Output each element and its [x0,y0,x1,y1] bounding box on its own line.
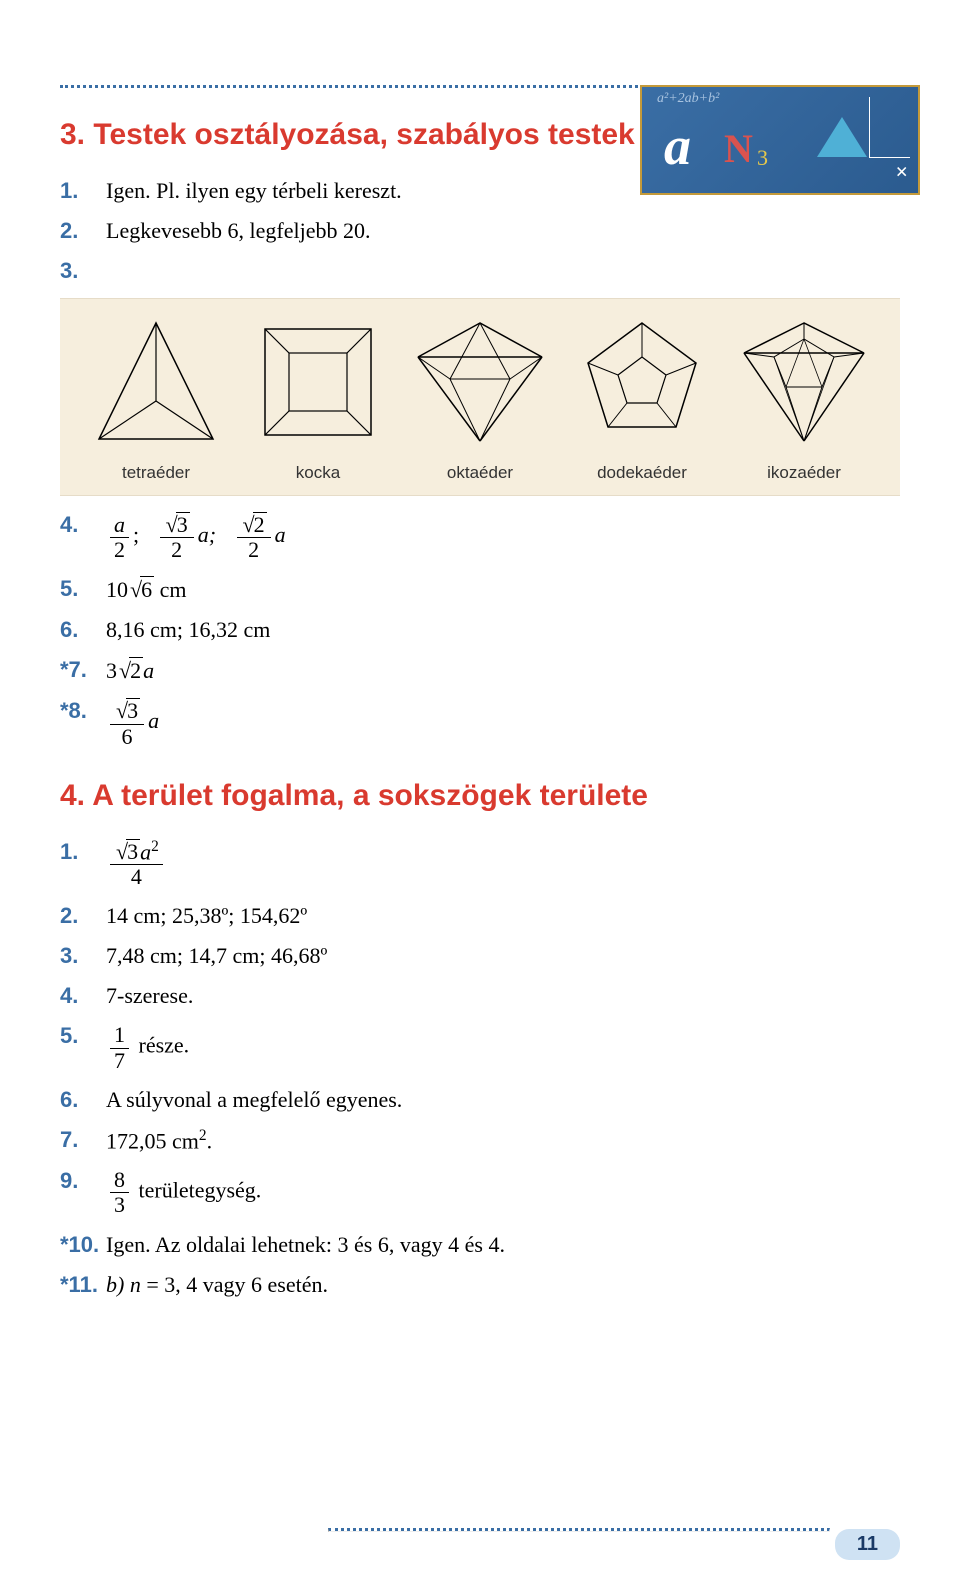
item-number: *11. [60,1272,106,1298]
item-number: 4. [60,512,106,538]
item-number: 9. [60,1168,106,1194]
item-math: 83 területegység. [106,1168,261,1217]
shape-octahedron: oktaéder [404,317,556,483]
s4-item4: 4. 7-szerese. [60,983,900,1009]
item-math: 3a2 4 [106,839,167,890]
item-math: 106 cm [106,576,186,603]
banner-sub3: 3 [757,145,768,171]
shape-label: oktaéder [404,463,556,483]
item-number: 6. [60,1087,106,1113]
s4-item9: 9. 83 területegység. [60,1168,900,1217]
s3-item5: 5. 106 cm [60,576,900,603]
page-number: 11 [835,1529,900,1560]
s3-item6: 6. 8,16 cm; 16,32 cm [60,617,900,643]
item-math: 36a [106,698,159,748]
banner-axes-icon [869,97,910,158]
item-number: 3. [60,258,106,284]
s4-item1: 1. 3a2 4 [60,839,900,890]
shape-cube: kocka [242,317,394,483]
item-number: 7. [60,1127,106,1153]
item-text: 172,05 cm2. [106,1127,212,1154]
item-number: 4. [60,983,106,1009]
banner-formula: a²+2ab+b² [657,91,719,107]
s3-item2: 2. Legkevesebb 6, legfeljebb 20. [60,218,900,244]
shape-dodecahedron: dodekaéder [566,317,718,483]
item-text: 8,16 cm; 16,32 cm [106,617,270,643]
item-text: 7,48 cm; 14,7 cm; 46,68º [106,943,327,969]
item-number: 2. [60,903,106,929]
item-number: 5. [60,1023,106,1049]
s4-item2: 2. 14 cm; 25,38º; 154,62º [60,903,900,929]
item-number: *10. [60,1232,106,1258]
shape-label: tetraéder [80,463,232,483]
section4-title: 4. A terület fogalma, a sokszögek terüle… [60,779,900,813]
shape-label: dodekaéder [566,463,718,483]
item-number: 1. [60,839,106,865]
platonic-solids-diagram: tetraéder kocka [60,298,900,496]
item-text: b) n = 3, 4 vagy 6 esetén. [106,1272,328,1298]
shape-tetrahedron: tetraéder [80,317,232,483]
item-number: 3. [60,943,106,969]
shape-icosahedron: ikozaéder [728,317,880,483]
bottom-dotted-rule [328,1528,830,1532]
item-number: 5. [60,576,106,602]
tetrahedron-icon [91,317,221,447]
s4-item3: 3. 7,48 cm; 14,7 cm; 46,68º [60,943,900,969]
s3-item4: 4. a2; 32a; 22a [60,512,900,562]
shape-label: ikozaéder [728,463,880,483]
item-text: 14 cm; 25,38º; 154,62º [106,903,307,929]
shape-label: kocka [242,463,394,483]
item-number: *7. [60,657,106,683]
s3-item7: *7. 32a [60,657,900,684]
banner-letter-n: N [724,125,753,172]
s4-item10: *10. Igen. Az oldalai lehetnek: 3 és 6, … [60,1232,900,1258]
icosahedron-icon [734,317,874,447]
banner-x-icon: × [895,159,908,185]
item-math: 32a [106,657,154,684]
item-math: a2; 32a; 22a [106,512,286,562]
item-number: *8. [60,698,106,724]
page: a²+2ab+b² a N 3 × 3. Testek osztályozása… [0,85,960,1590]
item-math: 17 része. [106,1023,189,1072]
s4-item5: 5. 17 része. [60,1023,900,1072]
item-number: 1. [60,178,106,204]
item-text: 7-szerese. [106,983,193,1009]
item-text: Legkevesebb 6, legfeljebb 20. [106,218,371,244]
s3-item8: *8. 36a [60,698,900,748]
s4-item11: *11. b) n = 3, 4 vagy 6 esetén. [60,1272,900,1298]
top-dotted-rule [60,85,680,88]
dodecahedron-icon [572,317,712,447]
s3-item3: 3. [60,258,900,284]
banner-letter-a: a [664,115,691,177]
item-text: Igen. Az oldalai lehetnek: 3 és 6, vagy … [106,1232,505,1258]
item-number: 2. [60,218,106,244]
item-text: A súlyvonal a megfelelő egyenes. [106,1087,402,1113]
decorative-banner: a²+2ab+b² a N 3 × [640,85,920,195]
octahedron-icon [410,317,550,447]
s4-item6: 6. A súlyvonal a megfelelő egyenes. [60,1087,900,1113]
cube-icon [253,317,383,447]
banner-triangle-icon [817,117,867,157]
item-number: 6. [60,617,106,643]
s4-item7: 7. 172,05 cm2. [60,1127,900,1154]
item-text: Igen. Pl. ilyen egy térbeli kereszt. [106,178,402,204]
